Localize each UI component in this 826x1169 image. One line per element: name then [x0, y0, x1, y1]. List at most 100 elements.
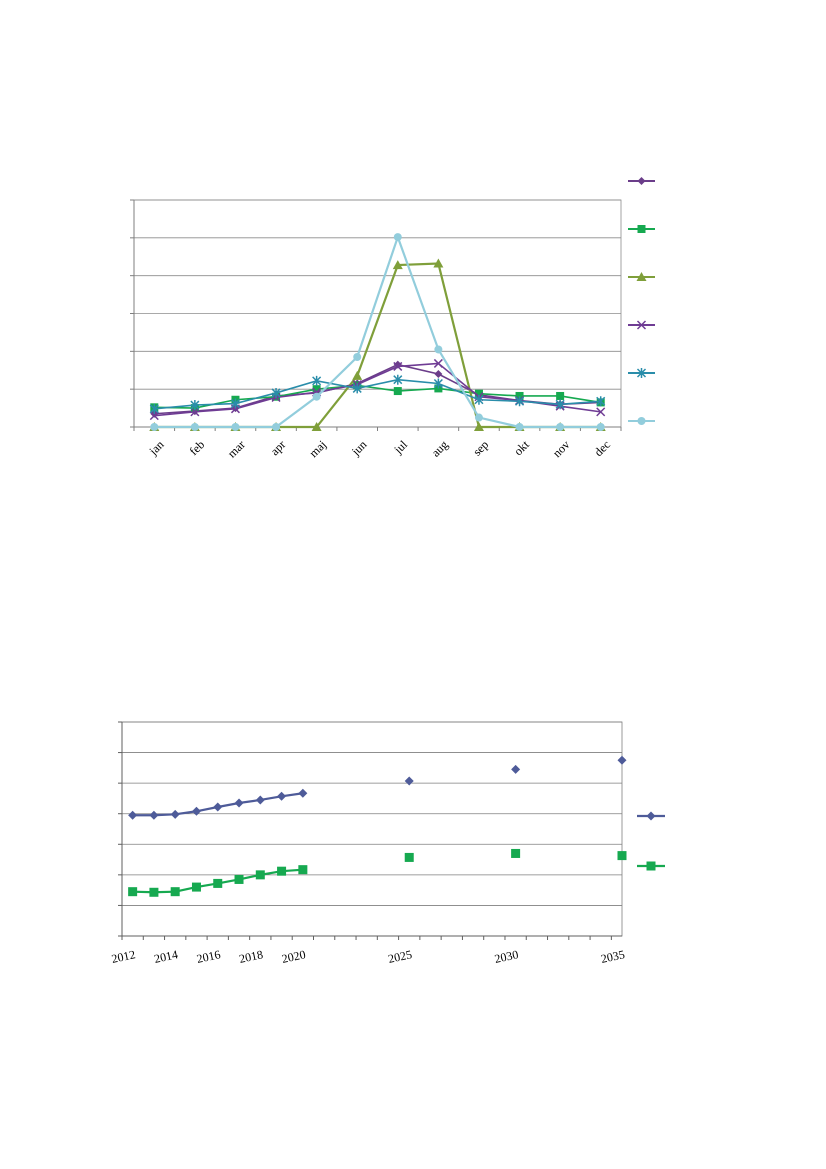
chart1-data-point [556, 391, 565, 400]
chart1-data-point [312, 375, 322, 386]
chart1-data-point [433, 358, 443, 368]
chart2-data-point [170, 887, 180, 897]
chart2-legend-marker [646, 811, 656, 821]
chart1-data-point [474, 394, 484, 405]
chart1-legend-entry-3 [628, 272, 655, 281]
chart1-legend-entry-6 [628, 417, 655, 425]
chart1-data-point [393, 361, 403, 371]
chart2-x-tick-label: 2035 [600, 947, 626, 966]
chart1-data-point [353, 353, 362, 362]
chart1-series-5 [149, 374, 606, 414]
chart2-series-2 [128, 848, 627, 897]
chart2-data-point [511, 764, 521, 774]
chart1-series [149, 233, 606, 431]
chart1-data-point [312, 385, 321, 394]
chart2-data-point [128, 810, 138, 820]
chart1-series-6 [150, 233, 605, 431]
chart2-x-tick-label: 2014 [153, 947, 179, 966]
chart1-data-point [596, 407, 606, 417]
chart2-series [128, 755, 627, 897]
chart1-legend-marker [636, 272, 647, 281]
chart2-data-point [404, 852, 414, 862]
chart2-data-point [404, 776, 414, 786]
chart1-legend-marker [636, 368, 647, 378]
chart1-data-point [352, 383, 362, 394]
chart1-data-point [473, 422, 484, 431]
chart2-data-point [213, 802, 223, 812]
chart1-data-point [596, 423, 605, 431]
chart2-x-tick-labels: 2012 2014 2016 2018 2020 2025 2030 2035 [110, 947, 626, 966]
chart1-data-point [556, 423, 565, 431]
chart1-data-point [149, 403, 159, 414]
chart1-data-point [311, 422, 322, 431]
chart2-data-point [191, 806, 201, 816]
chart2-legend-entry-2 [637, 861, 665, 871]
chart2-data-point [617, 851, 627, 861]
chart1-data-point [393, 387, 402, 396]
chart1-data-point [392, 260, 403, 270]
chart2-data-point [255, 795, 265, 805]
chart2-data-point [170, 809, 180, 819]
chart2-data-point [511, 848, 521, 858]
chart2-data-point [191, 882, 201, 892]
chart1-data-point [150, 423, 159, 431]
chart2-data-point [298, 865, 308, 875]
chart2-x-tick-label: 2020 [280, 947, 306, 966]
chart1-data-point [433, 258, 444, 268]
chart2-x-tick-label: 2018 [238, 947, 264, 966]
chart2-data-point [128, 887, 138, 897]
chart1-series-line [154, 384, 601, 409]
chart2-data-point [149, 810, 159, 820]
chart1-data-point [434, 345, 443, 354]
chart2-data-point [277, 866, 287, 876]
chart2-axes [118, 721, 622, 940]
chart1-legend-marker [637, 177, 646, 185]
chart1-data-point [434, 370, 443, 379]
chart1-legend-entry-4 [628, 320, 655, 330]
chart2-x-tick-label: 2012 [110, 947, 136, 966]
chart1-series-line [154, 378, 601, 410]
chart1-data-point [393, 233, 402, 242]
chart1-data-point [231, 423, 240, 431]
chart2-gridlines [121, 721, 623, 937]
chart1-data-point [271, 387, 281, 398]
chart2-legend-marker [646, 861, 656, 871]
chart1-legend-entry-1 [628, 177, 655, 185]
chart1-legend [628, 177, 655, 425]
chart2-x-tick-label: 2025 [387, 947, 413, 966]
chart1-data-point [272, 423, 281, 431]
chart1-data-point [352, 370, 363, 380]
chart1-data-point [433, 378, 443, 389]
chart1-data-point [555, 399, 565, 410]
chart1-data-point [190, 400, 200, 411]
chart2-legend [637, 811, 665, 871]
chart1-data-point [474, 389, 483, 398]
chart2-x-tick-label: 2016 [195, 947, 221, 966]
chart2-data-point [298, 788, 308, 798]
chart2-data-point [277, 791, 287, 801]
chart1-data-point [515, 396, 525, 407]
chart1-data-point [474, 413, 483, 422]
chart1-data-point [149, 411, 159, 421]
chart2-legend-entry-1 [637, 811, 665, 821]
chart2-data-point [234, 874, 244, 884]
chart1-legend-marker [637, 417, 646, 425]
chart1-data-point [230, 398, 240, 409]
chart2-data-point [255, 870, 265, 880]
chart1-data-point [515, 423, 524, 431]
chart1-legend-marker [636, 320, 647, 330]
chart2-x-tick-label: 2030 [493, 947, 519, 966]
chart2-data-point [213, 878, 223, 888]
chart1-data-point [312, 392, 321, 401]
chart1-data-point [190, 423, 199, 431]
chart1-legend-entry-5 [628, 368, 655, 378]
chart2-plot-border [121, 721, 623, 937]
chart1-data-point [515, 391, 524, 400]
chart1-data-point [190, 407, 200, 417]
chart1-legend-entry-2 [628, 225, 655, 233]
chart2-data-point [234, 798, 244, 808]
chart2-data-point [149, 887, 159, 897]
chart2-data-point [617, 755, 627, 765]
chart1-series-line [154, 233, 601, 429]
